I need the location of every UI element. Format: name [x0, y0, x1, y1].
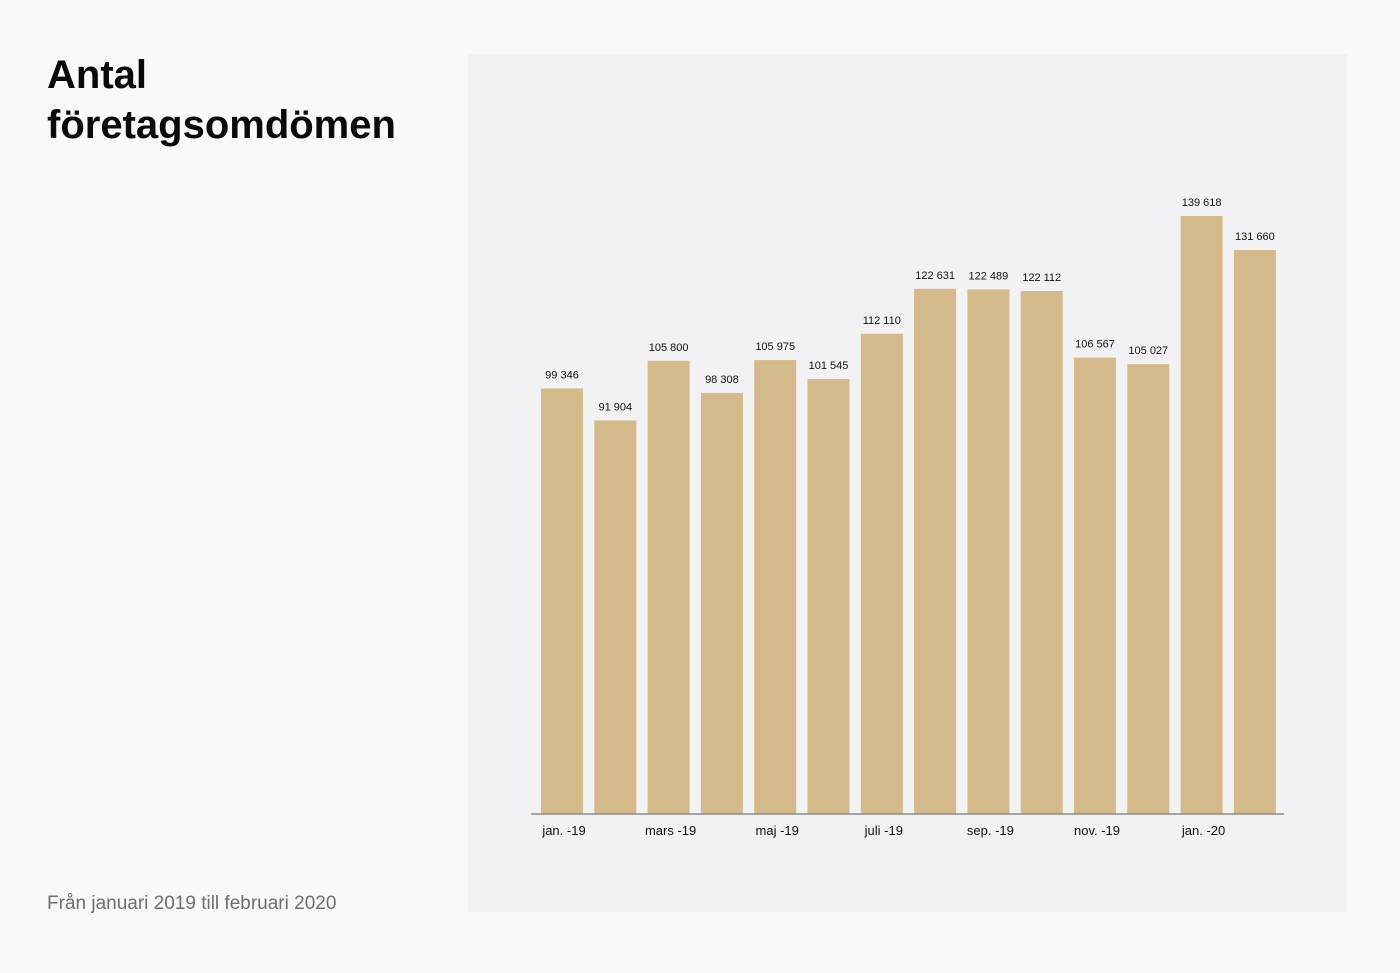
- chart-title: Antal företagsomdömen: [47, 53, 396, 147]
- bar-2: [647, 360, 690, 814]
- x-tick-labels-group: jan. -19 mars -19 maj -19 juli -19 sep. -19 n…: [541, 823, 1225, 838]
- bar-9: [1020, 291, 1063, 814]
- x-tick-label: nov. -19: [1074, 823, 1120, 838]
- bar-value-label: 105 027: [1128, 345, 1168, 357]
- bar-value-label: 98 308: [705, 374, 739, 386]
- bar-7: [914, 288, 957, 814]
- chart-subtitle: Från januari 2019 till februari 2020: [47, 893, 337, 914]
- bar-0: [541, 388, 583, 814]
- bar-6: [860, 333, 903, 814]
- x-tick-label: mars -19: [645, 823, 696, 838]
- bar-8: [967, 289, 1010, 814]
- bar-value-label: 99 346: [545, 370, 579, 382]
- bar-chart: 99 346 91 904 105 800 98 308 105 975 101 545 1…: [531, 197, 1284, 838]
- bar-1: [594, 420, 637, 814]
- bar-11: [1127, 364, 1170, 814]
- x-tick-label: maj -19: [756, 823, 799, 838]
- bar-13: [1233, 250, 1276, 815]
- bar-value-label: 106 567: [1075, 339, 1115, 351]
- bar-value-label: 139 618: [1182, 197, 1222, 209]
- x-tick-label: jan. -19: [541, 823, 585, 838]
- bar-12: [1180, 216, 1223, 814]
- x-tick-label: juli -19: [864, 823, 903, 838]
- chart-panel: 99 346 91 904 105 800 98 308 105 975 101 545 1…: [468, 54, 1347, 912]
- x-tick-label: jan. -20: [1181, 823, 1225, 838]
- bar-value-label: 105 800: [649, 342, 689, 354]
- bar-value-label: 112 110: [863, 315, 901, 327]
- bar-value-label: 105 975: [755, 341, 795, 353]
- bar-value-label: 91 904: [598, 401, 632, 413]
- bar-value-label: 101 545: [809, 360, 849, 372]
- bar-value-label: 131 660: [1235, 231, 1275, 243]
- bar-value-label: 122 631: [915, 270, 955, 282]
- value-labels-group: 99 346 91 904 105 800 98 308 105 975 101 545 1…: [545, 197, 1275, 413]
- bar-5: [807, 379, 850, 814]
- bar-4: [754, 360, 797, 814]
- x-tick-label: sep. -19: [967, 823, 1014, 838]
- bar-value-label: 122 489: [969, 270, 1009, 282]
- bar-10: [1074, 357, 1116, 814]
- bar-3: [700, 392, 743, 814]
- bar-value-label: 122 112: [1022, 272, 1061, 284]
- bars-group: [541, 216, 1276, 815]
